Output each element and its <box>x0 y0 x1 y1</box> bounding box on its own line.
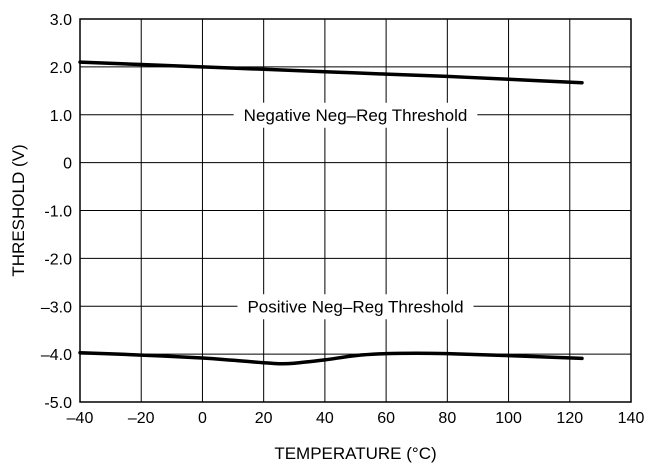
x-tick-label: 140 <box>618 410 645 427</box>
y-tick-label: 3.0 <box>50 12 72 29</box>
annotation-layer: Negative Neg–Reg Threshold Positive Neg–R… <box>233 102 478 320</box>
x-tick-label: 80 <box>438 410 456 427</box>
y-tick-label: -2.0 <box>44 251 72 268</box>
x-tick-label: 60 <box>377 410 395 427</box>
y-tick-label: -1.0 <box>44 204 72 221</box>
grid-layer <box>79 18 632 403</box>
y-tick-label: -5.0 <box>44 395 72 412</box>
negative-threshold-curve <box>78 60 584 85</box>
y-tick-label: 2.0 <box>50 60 72 77</box>
y-tick-label: 1.0 <box>50 108 72 125</box>
x-tick-label: –20 <box>128 410 155 427</box>
x-tick-label: –40 <box>67 410 94 427</box>
x-axis-title: TEMPERATURE (°C) <box>274 444 436 463</box>
y-tick-label: 0 <box>63 156 72 173</box>
negative-threshold-label: Negative Neg–Reg Threshold <box>244 106 468 125</box>
x-tick-label: 0 <box>198 410 207 427</box>
y-axis-title: THRESHOLD (V) <box>9 144 28 276</box>
series-layer <box>78 60 584 366</box>
y-tick-label: –3.0 <box>41 299 72 316</box>
x-tick-label: 120 <box>556 410 583 427</box>
x-tick-label: 20 <box>255 410 273 427</box>
y-tick-label: –4.0 <box>41 347 72 364</box>
tick-label-layer: –40 –20 0 20 40 60 80 100 120 140 3.0 2.0 1.0 0 -1.0 -2… <box>41 12 645 427</box>
plot-frame <box>79 18 632 403</box>
positive-threshold-label-background <box>237 294 474 320</box>
positive-threshold-curve <box>78 350 584 366</box>
negative-threshold-label-background <box>233 102 478 128</box>
x-tick-label: 40 <box>316 410 334 427</box>
x-tick-label: 100 <box>495 410 522 427</box>
positive-threshold-label: Positive Neg–Reg Threshold <box>247 297 463 316</box>
